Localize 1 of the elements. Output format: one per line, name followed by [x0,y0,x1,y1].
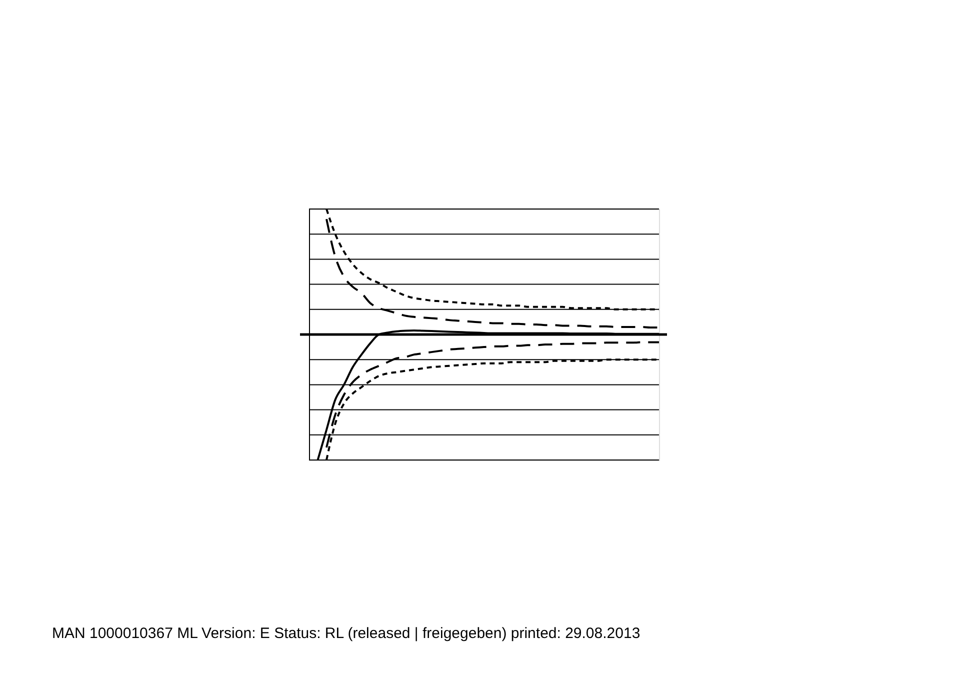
text: MAN 1000010367 ML Version: E Status: RL (released | freigegeben) printed: 29.08.2013 [52,625,640,642]
